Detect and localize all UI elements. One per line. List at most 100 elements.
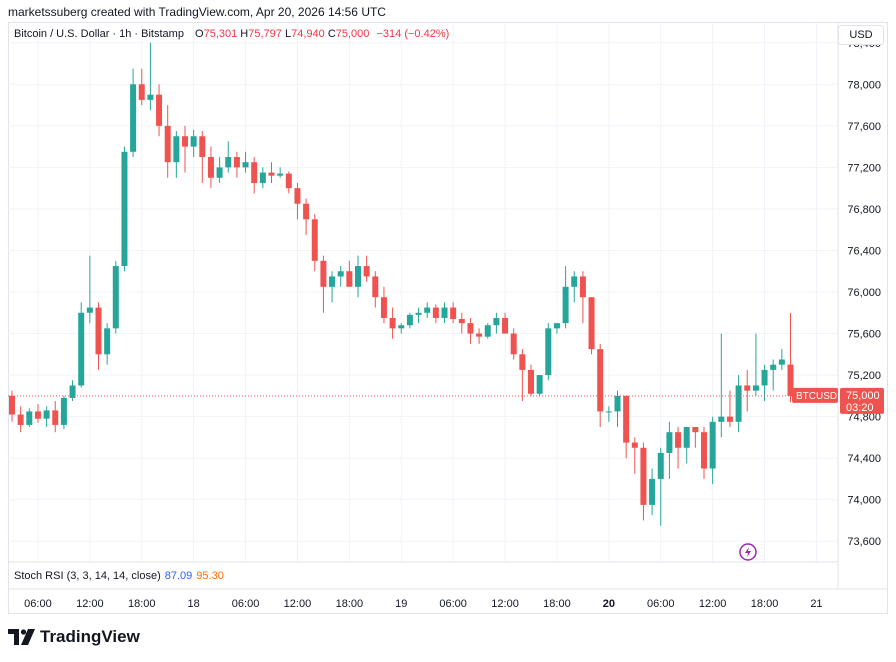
candle-body	[778, 359, 785, 365]
candle	[597, 343, 604, 427]
candle-body	[216, 167, 223, 178]
y-tick-label: 77,200	[847, 162, 881, 174]
candle	[164, 105, 171, 178]
candle-body	[242, 162, 249, 168]
candle	[692, 427, 699, 448]
candle	[458, 312, 465, 334]
price-tag-symbol: BTCUSD	[796, 391, 837, 402]
candle	[579, 271, 586, 324]
candle-body	[493, 317, 500, 326]
candle	[69, 380, 76, 402]
candle	[415, 307, 422, 324]
candle	[614, 390, 621, 427]
candle	[510, 328, 517, 360]
candle-body	[701, 432, 707, 469]
candle-body	[121, 151, 128, 267]
candle	[190, 130, 197, 157]
candle-body	[770, 364, 777, 370]
x-tick-label: 06:00	[647, 598, 675, 610]
candle	[320, 255, 327, 313]
brand-logo[interactable]: TradingView	[8, 627, 140, 647]
candle-body	[78, 312, 85, 386]
x-tick-label: 12:00	[76, 598, 104, 610]
candle-body	[510, 333, 517, 355]
candle-body	[52, 410, 59, 425]
candle-body	[649, 478, 656, 505]
candle	[493, 312, 500, 334]
candle-body	[259, 172, 266, 183]
candle-body	[26, 411, 33, 425]
candle	[294, 182, 301, 220]
candle	[285, 171, 292, 194]
candle	[329, 271, 336, 303]
candle-body	[43, 410, 50, 419]
y-tick-label: 76,400	[847, 245, 881, 257]
candle	[346, 260, 353, 287]
candle	[138, 68, 145, 106]
candle	[709, 416, 716, 485]
candle-body	[605, 411, 612, 413]
indicator-name: Stoch RSI (3, 3, 14, 14, close)	[14, 570, 161, 582]
price-tag-price-bg	[840, 387, 884, 414]
price-axis: 73,600 74,000 74,400 74,800 75,200 75,600 76,0…	[847, 38, 881, 548]
candle	[726, 390, 733, 427]
candle-body	[744, 385, 751, 391]
x-tick-label: 06:00	[232, 598, 260, 610]
last-price-tag: BTCUSD 75,000 03:20	[792, 387, 884, 414]
x-tick-label: 18	[188, 598, 200, 610]
x-tick-label: 18:00	[751, 598, 779, 610]
x-tick-label: 18:00	[543, 598, 571, 610]
candle	[536, 375, 543, 396]
symbol-title[interactable]: Bitcoin / U.S. Dollar · 1h · Bitstamp	[14, 28, 184, 40]
x-tick-label: 12:00	[699, 598, 727, 610]
candle-body	[726, 416, 733, 422]
candle-body	[545, 328, 552, 376]
candle-body	[320, 260, 327, 287]
candle-body	[363, 266, 370, 277]
stoch-d-value: 95.30	[196, 570, 224, 582]
currency-button[interactable]: USD	[838, 25, 884, 45]
candle-body	[406, 314, 413, 326]
price-tag-price: 75,000	[846, 390, 880, 402]
candle-body	[380, 297, 387, 318]
candle	[657, 447, 664, 526]
candle	[9, 390, 15, 422]
candle-body	[156, 94, 163, 126]
candle	[337, 266, 344, 287]
lightning-alert-icon[interactable]	[739, 543, 757, 561]
low-value: 74,940	[291, 28, 325, 40]
candle	[34, 404, 41, 423]
candle-body	[285, 173, 292, 189]
candle	[450, 302, 457, 324]
candle	[355, 255, 361, 298]
candle	[441, 302, 448, 324]
stoch-rsi-legend[interactable]: Stoch RSI (3, 3, 14, 14, close) 87.09 95.3…	[14, 570, 224, 582]
candle-body	[130, 84, 137, 152]
candle	[173, 131, 180, 178]
candle	[623, 395, 630, 459]
candle	[60, 395, 67, 430]
candle-body	[17, 414, 24, 425]
candle	[778, 349, 785, 370]
candle	[363, 255, 370, 282]
candle	[675, 427, 682, 469]
candle-body	[752, 385, 759, 391]
candle	[553, 323, 560, 334]
candle-body	[657, 452, 664, 479]
candles	[9, 42, 794, 526]
candle	[251, 157, 258, 194]
chart-frame	[8, 22, 888, 614]
candle-body	[233, 157, 240, 168]
candle-body	[294, 188, 301, 204]
candle-body	[502, 317, 509, 334]
candle-body	[415, 312, 422, 315]
candle	[467, 317, 474, 344]
candle	[43, 406, 50, 427]
candle	[216, 157, 223, 183]
candle-body	[432, 307, 439, 318]
candle	[588, 297, 595, 355]
price-tag-countdown: 03:20	[846, 402, 874, 414]
candle	[787, 313, 794, 403]
candle-body	[398, 325, 405, 329]
